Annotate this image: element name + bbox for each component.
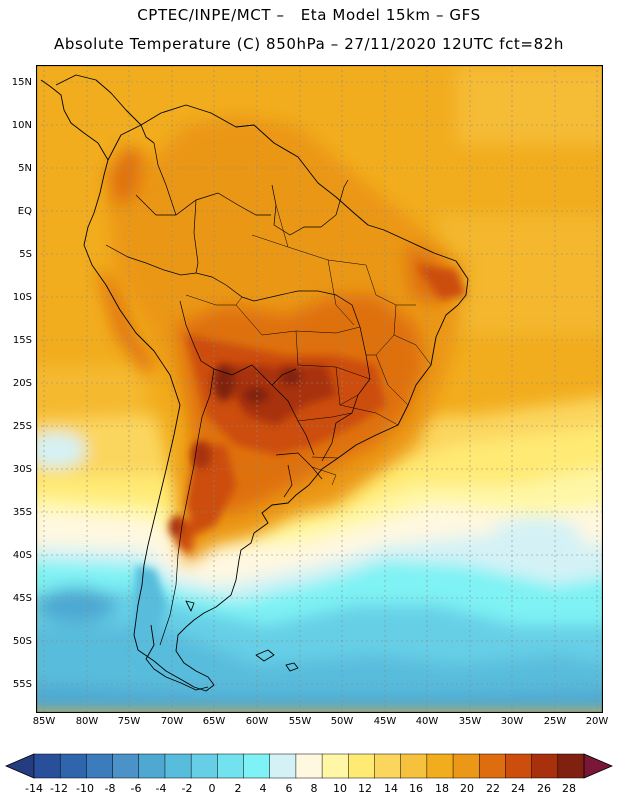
lat-label: 25S <box>12 421 32 432</box>
colorbar-cell <box>33 753 61 779</box>
lat-label: 20S <box>12 378 32 389</box>
colorbar-cell <box>452 753 480 779</box>
colorbar-label: 26 <box>537 782 551 795</box>
colorbar-label: -2 <box>181 782 193 795</box>
colorbar-cell <box>217 753 245 779</box>
colorbar-label: 28 <box>562 782 576 795</box>
state-borders <box>185 204 432 486</box>
lon-label: 25W <box>543 716 567 727</box>
colorbar-label: 24 <box>511 782 525 795</box>
colorbar-cell <box>557 753 585 779</box>
map-frame <box>36 65 603 713</box>
lat-label: 40S <box>12 550 32 561</box>
colorbar-label: 18 <box>435 782 449 795</box>
colorbar-arrow-left <box>4 753 35 779</box>
colorbar-cells <box>33 753 585 779</box>
colorbar-cell <box>478 753 506 779</box>
lon-label: 80W <box>75 716 99 727</box>
map-subtitle: Absolute Temperature (C) 850hPa – 27/11/… <box>54 35 564 53</box>
colorbar-cell <box>321 753 349 779</box>
colorbar-label: -4 <box>155 782 167 795</box>
colorbar-label: -12 <box>50 782 68 795</box>
lon-label: 65W <box>202 716 226 727</box>
lat-label: 30S <box>12 464 32 475</box>
lon-label: 50W <box>330 716 354 727</box>
colorbar-cell <box>295 753 323 779</box>
lon-label: 20W <box>585 716 609 727</box>
graticule <box>36 65 603 713</box>
lon-label: 30W <box>500 716 524 727</box>
colorbar-cell <box>190 753 218 779</box>
colorbar-label: 0 <box>208 782 216 795</box>
colorbar-label: -14 <box>25 782 43 795</box>
lat-label: 5S <box>19 249 32 260</box>
lon-label: 40W <box>415 716 439 727</box>
colorbar-label: 22 <box>486 782 500 795</box>
colorbar-label: 16 <box>409 782 423 795</box>
colorbar-label: 2 <box>234 782 242 795</box>
colorbar-label: -10 <box>76 782 94 795</box>
colorbar-label: 4 <box>259 782 267 795</box>
lat-label: EQ <box>17 206 32 217</box>
colorbar-cell <box>531 753 559 779</box>
lon-label: 85W <box>32 716 56 727</box>
coastline <box>40 74 469 692</box>
colorbar-cell <box>400 753 428 779</box>
colorbar-cell <box>243 753 271 779</box>
colorbar-cell <box>86 753 114 779</box>
colorbar-cell <box>164 753 192 779</box>
colorbar-cell <box>59 753 87 779</box>
lat-label: 35S <box>12 507 32 518</box>
colorbar-label: 6 <box>285 782 293 795</box>
colorbar-label: 8 <box>310 782 318 795</box>
lon-label: 70W <box>160 716 184 727</box>
colorbar-cell <box>138 753 166 779</box>
lat-label: 10N <box>11 120 32 131</box>
lat-label: 45S <box>12 593 32 604</box>
lat-label: 50S <box>12 636 32 647</box>
lon-label: 35W <box>458 716 482 727</box>
country-borders <box>105 142 371 646</box>
colorbar-cell <box>505 753 533 779</box>
lat-label: 15N <box>11 77 32 88</box>
colorbar-cell <box>426 753 454 779</box>
lon-label: 45W <box>373 716 397 727</box>
lat-label: 15S <box>12 335 32 346</box>
lat-label: 55S <box>12 679 32 690</box>
colorbar-cell <box>269 753 297 779</box>
colorbar-arrow-right <box>583 753 614 779</box>
temperature-map <box>36 65 603 713</box>
colorbar-label: 20 <box>460 782 474 795</box>
colorbar-label: -8 <box>104 782 116 795</box>
colorbar-cell <box>112 753 140 779</box>
colorbar-cell <box>348 753 376 779</box>
colorbar-label: 14 <box>384 782 398 795</box>
lon-label: 55W <box>288 716 312 727</box>
colorbar <box>4 753 614 779</box>
lon-label: 60W <box>245 716 269 727</box>
colorbar-label: 10 <box>333 782 347 795</box>
colorbar-label: 12 <box>358 782 372 795</box>
map-title: CPTEC/INPE/MCT – Eta Model 15km – GFS <box>137 6 481 24</box>
lat-label: 10S <box>12 292 32 303</box>
colorbar-label: -6 <box>130 782 142 795</box>
lon-label: 75W <box>117 716 141 727</box>
lat-label: 5N <box>18 163 32 174</box>
colorbar-cell <box>374 753 402 779</box>
